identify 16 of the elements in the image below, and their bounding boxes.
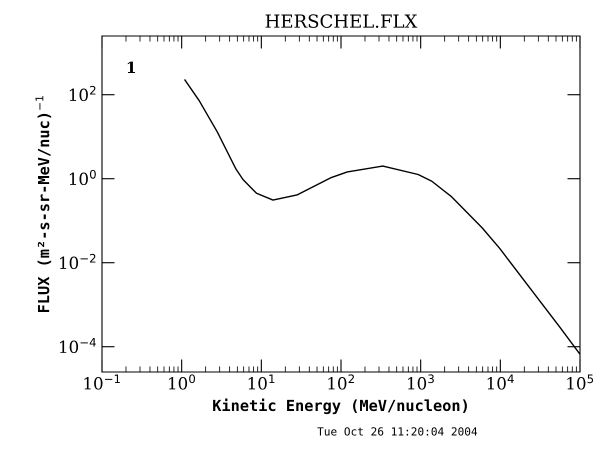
x-tick-label: 10$^{−1}$ — [84, 374, 120, 390]
y-tick-label: 10$^{2}$ — [70, 86, 96, 102]
chart-title: HERSCHEL.FLX — [266, 14, 418, 28]
x-tick-label: 10$^{4}$ — [488, 374, 514, 390]
x-tick-label: 10$^{1}$ — [248, 374, 274, 390]
y-tick-label: 10$^{−2}$ — [60, 254, 96, 270]
y-tick-label: 10$^{−4}$ — [60, 338, 96, 354]
y-tick-label: 10$^{0}$ — [70, 170, 96, 186]
x-tick-label: 10$^{3}$ — [408, 374, 434, 390]
y-axis-title: FLUX (m²-s-sr-MeV/nuc)$^{−1}$ — [35, 96, 52, 312]
text: Tue Oct 26 11:20:04 2004 — [317, 427, 478, 436]
x-axis-title: Kinetic Energy (MeV/nucleon) — [213, 398, 467, 414]
x-tick-label: 10$^{5}$ — [567, 374, 594, 390]
annotation: 1 — [128, 62, 136, 73]
x-tick-label: 10$^{2}$ — [328, 374, 354, 390]
x-tick-label: 10$^{0}$ — [169, 374, 196, 390]
